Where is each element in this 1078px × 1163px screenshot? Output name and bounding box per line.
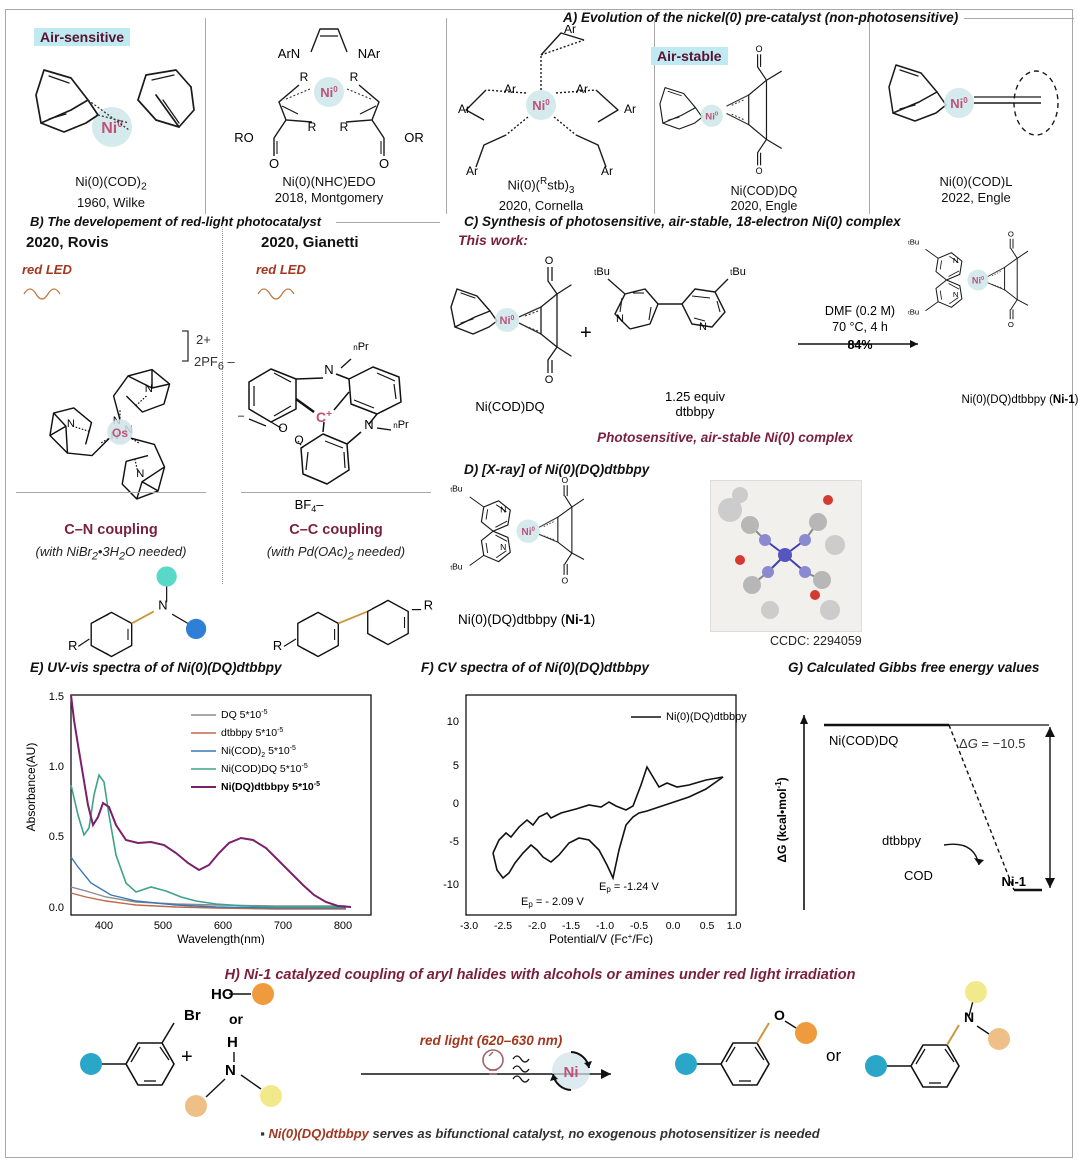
- svg-text:ArN: ArN: [278, 46, 300, 61]
- svg-text:tBu: tBu: [730, 266, 746, 278]
- svg-text:O: O: [545, 374, 554, 386]
- svg-text:N: N: [500, 542, 506, 552]
- svg-text:tBu: tBu: [594, 266, 610, 278]
- svg-text:Ar: Ar: [624, 102, 636, 116]
- svg-text:tBu: tBu: [908, 307, 919, 316]
- svg-text:Ep = -1.24 V: Ep = -1.24 V: [599, 881, 659, 894]
- svg-text:R: R: [308, 120, 317, 134]
- svg-text:R: R: [340, 120, 349, 134]
- svg-text:R: R: [350, 70, 359, 84]
- svg-text:O: O: [294, 433, 303, 447]
- svg-text:400: 400: [95, 920, 113, 932]
- svg-text:R: R: [424, 598, 433, 613]
- svg-text:-2.0: -2.0: [528, 920, 546, 932]
- svg-text:tBu: tBu: [908, 237, 919, 246]
- svg-text:-2.5: -2.5: [494, 920, 512, 932]
- svg-text:Potential/V (Fc+/Fc): Potential/V (Fc+/Fc): [549, 932, 653, 945]
- svg-text:Os: Os: [112, 426, 128, 440]
- svg-text:O: O: [756, 44, 763, 54]
- svg-text:BF4–: BF4–: [295, 497, 325, 514]
- svg-text:0.0: 0.0: [49, 902, 64, 914]
- svg-text:O: O: [379, 156, 389, 170]
- svg-text:ΔG = −10.5: ΔG = −10.5: [959, 736, 1026, 751]
- svg-text:Ni(COD)DQ 5*10-5: Ni(COD)DQ 5*10-5: [221, 763, 308, 775]
- svg-text:DQ 5*10-5: DQ 5*10-5: [221, 709, 268, 721]
- svg-text:N: N: [67, 418, 75, 430]
- svg-text:ΔG (kcal•mol-1): ΔG (kcal•mol-1): [774, 777, 789, 862]
- svg-text:-10: -10: [443, 879, 459, 891]
- svg-text:N: N: [136, 468, 144, 480]
- svg-text:N: N: [500, 504, 506, 514]
- svg-text:O: O: [774, 1007, 785, 1023]
- svg-text:dtbbpy: dtbbpy: [882, 833, 922, 848]
- svg-text:Ep = - 2.09 V: Ep = - 2.09 V: [521, 896, 585, 909]
- svg-text:O: O: [1008, 320, 1014, 329]
- svg-text:nPr: nPr: [393, 419, 409, 431]
- svg-text:Ar: Ar: [576, 82, 588, 96]
- svg-text:H: H: [227, 1034, 238, 1051]
- svg-text:Ar: Ar: [458, 102, 470, 116]
- svg-text:Ni(COD)2 5*10-5: Ni(COD)2 5*10-5: [221, 745, 296, 759]
- svg-text:5: 5: [453, 760, 459, 772]
- svg-text:N: N: [145, 383, 153, 395]
- svg-text:O: O: [1008, 230, 1014, 239]
- svg-text:-5: -5: [449, 836, 459, 848]
- svg-text:0.5: 0.5: [700, 920, 715, 932]
- svg-text:N: N: [225, 1062, 236, 1079]
- svg-text:tBu: tBu: [450, 561, 462, 571]
- svg-text:N: N: [953, 290, 959, 299]
- svg-text:-0.5: -0.5: [630, 920, 648, 932]
- svg-text:800: 800: [334, 920, 352, 932]
- svg-text:-3.0: -3.0: [460, 920, 478, 932]
- svg-text:COD: COD: [904, 868, 933, 883]
- svg-text:R: R: [300, 70, 309, 84]
- svg-text:R: R: [273, 638, 282, 653]
- svg-text:Ni(COD)DQ: Ni(COD)DQ: [829, 733, 898, 748]
- svg-text:NAr: NAr: [358, 46, 381, 61]
- svg-text:1.0: 1.0: [727, 920, 742, 932]
- svg-text:Ni(DQ)dtbbpy 5*10-5: Ni(DQ)dtbbpy 5*10-5: [221, 781, 320, 793]
- svg-text:tBu: tBu: [450, 483, 462, 493]
- svg-text:1.5: 1.5: [49, 691, 64, 703]
- svg-text:or: or: [229, 1011, 244, 1027]
- svg-text:O: O: [562, 475, 569, 485]
- svg-text:N: N: [953, 256, 959, 265]
- svg-text:600: 600: [214, 920, 232, 932]
- svg-text:dtbbpy 5*10-5: dtbbpy 5*10-5: [221, 727, 283, 739]
- svg-text:-1.0: -1.0: [596, 920, 614, 932]
- svg-text:nPr: nPr: [353, 341, 369, 353]
- svg-text:Ni-1: Ni-1: [1001, 874, 1026, 889]
- svg-text:O: O: [545, 255, 554, 267]
- svg-text:N: N: [964, 1009, 974, 1025]
- svg-text:0.5: 0.5: [49, 831, 64, 843]
- svg-text:700: 700: [274, 920, 292, 932]
- svg-text:O: O: [756, 166, 763, 176]
- svg-text:Wavelength(nm): Wavelength(nm): [177, 932, 265, 945]
- svg-text:N: N: [324, 362, 333, 377]
- svg-text:-1.5: -1.5: [562, 920, 580, 932]
- svg-text:1.0: 1.0: [49, 761, 64, 773]
- svg-text:O: O: [562, 575, 569, 585]
- svg-text:500: 500: [154, 920, 172, 932]
- svg-text:0.0: 0.0: [666, 920, 681, 932]
- svg-text:OR: OR: [404, 130, 424, 145]
- svg-text:Ni(0)(DQ)dtbbpy: Ni(0)(DQ)dtbbpy: [666, 711, 747, 723]
- svg-text:N: N: [616, 313, 624, 325]
- svg-text:–: –: [238, 410, 245, 422]
- svg-text:Ar: Ar: [504, 82, 516, 96]
- svg-text:Ni: Ni: [564, 1064, 579, 1081]
- svg-text:Ar: Ar: [564, 25, 576, 36]
- svg-text:RO: RO: [234, 130, 254, 145]
- svg-text:10: 10: [447, 716, 459, 728]
- svg-text:O: O: [278, 421, 287, 435]
- svg-text:0: 0: [453, 798, 459, 810]
- svg-text:O: O: [269, 156, 279, 170]
- svg-text:N: N: [699, 321, 707, 333]
- svg-text:R: R: [68, 638, 77, 653]
